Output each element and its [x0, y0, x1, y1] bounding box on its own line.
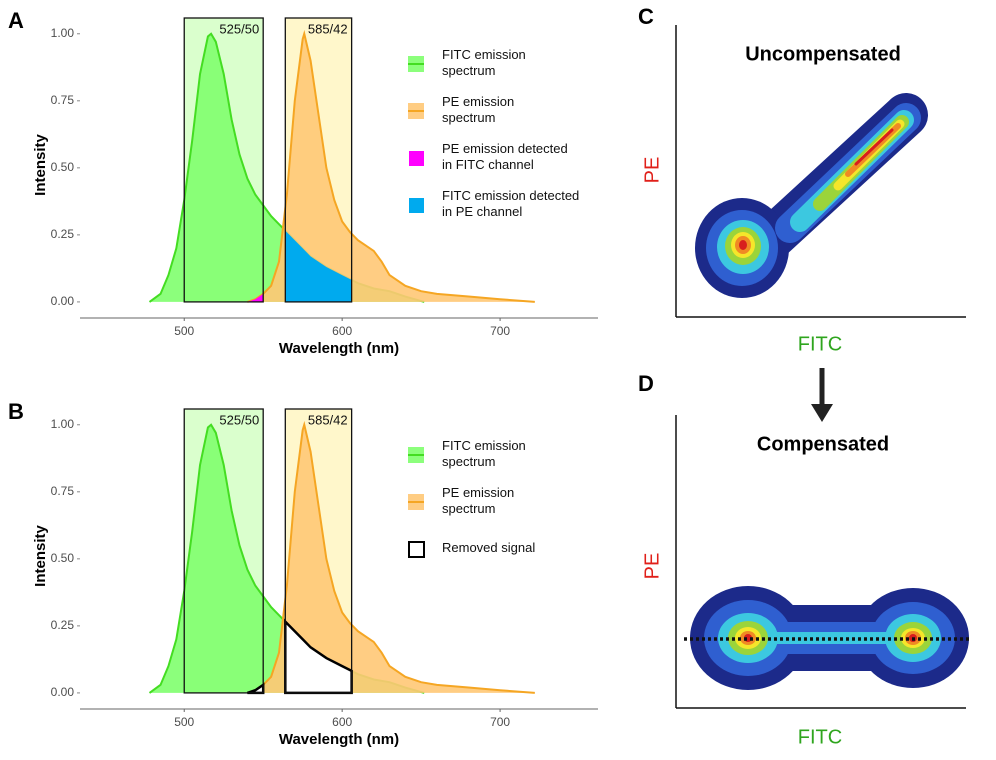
y-tick-label: 0.00: [51, 685, 75, 699]
overlap-region: [285, 230, 352, 302]
panel-title: Compensated: [757, 433, 889, 455]
x-tick-label: 500: [174, 715, 194, 729]
y-axis-title: Intensity: [32, 134, 49, 196]
channel-label: 525/50: [219, 21, 259, 36]
channel-box: [284, 408, 353, 694]
density-cloud: [695, 93, 928, 298]
channel-box: [183, 17, 264, 303]
legend-swatch: [409, 151, 424, 166]
channel-label: 585/42: [308, 21, 348, 36]
legend-label: FITC emission spectrum: [442, 47, 526, 78]
y-tick-label: 1.00: [51, 26, 75, 40]
density-plot-d: Compensated PE FITC D: [638, 371, 972, 748]
panel-letter: D: [638, 371, 654, 396]
axis-title: PE: [641, 553, 663, 580]
x-axis-title: Wavelength (nm): [279, 731, 399, 748]
plot: 525/50 585/42 500 600 700 0.00 0.25 0.50 0.75 1.0…: [8, 8, 598, 357]
legend-swatch: [409, 198, 424, 213]
legend-swatch: [408, 541, 425, 558]
plot: 525/50 585/42 500 600 700 0.00 0.25 0.50 0.75 1.0…: [8, 399, 598, 748]
x-tick-label: 500: [174, 324, 194, 338]
panel-letter: A: [8, 8, 24, 33]
series-area: [247, 424, 535, 693]
channel-box: [284, 17, 353, 303]
y-tick-label: 0.75: [51, 484, 75, 498]
x-tick-label: 600: [332, 324, 352, 338]
legend-label: FITC emission detected in PE channel: [442, 188, 579, 219]
x-axis-title: Wavelength (nm): [279, 340, 399, 357]
channel-label: 525/50: [219, 412, 259, 427]
legend-label: PE emission detected in FITC channel: [442, 141, 568, 172]
legend-label: PE emission spectrum: [442, 94, 514, 125]
series-line: [247, 29, 535, 303]
legend-label: Removed signal: [442, 540, 535, 555]
series-area: [149, 424, 425, 693]
y-tick-label: 0.00: [51, 294, 75, 308]
legend-label: PE emission spectrum: [442, 485, 514, 516]
panel-letter: C: [638, 4, 654, 29]
series-line: [247, 420, 535, 694]
panel-title: Uncompensated: [745, 43, 901, 65]
axis-title: PE: [641, 157, 663, 184]
arrow: [811, 368, 833, 422]
y-tick-label: 0.25: [51, 618, 75, 632]
axis-title: FITC: [798, 726, 842, 748]
y-axis-title: Intensity: [32, 525, 49, 587]
x-tick-label: 700: [490, 324, 510, 338]
x-tick-label: 600: [332, 715, 352, 729]
overlap-region: [247, 293, 264, 302]
axis-title: FITC: [798, 333, 842, 355]
series-area: [247, 33, 535, 302]
y-tick-label: 0.50: [51, 551, 75, 565]
density-plot-c: Uncompensated PE FITC C: [638, 4, 966, 355]
x-tick-label: 700: [490, 715, 510, 729]
y-tick-label: 0.50: [51, 160, 75, 174]
y-tick-label: 1.00: [51, 417, 75, 431]
panel-letter: B: [8, 399, 24, 424]
channel-box: [183, 408, 264, 694]
series-area: [149, 33, 425, 302]
y-tick-label: 0.75: [51, 93, 75, 107]
y-tick-label: 0.25: [51, 227, 75, 241]
channel-label: 585/42: [308, 412, 348, 427]
legend-label: FITC emission spectrum: [442, 438, 526, 469]
